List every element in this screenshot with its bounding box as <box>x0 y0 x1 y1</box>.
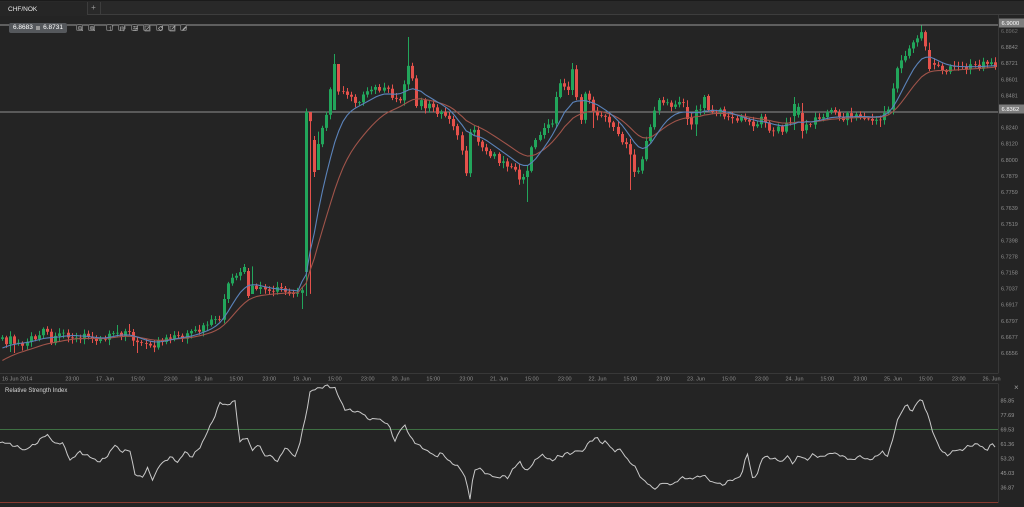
svg-text:Relative Strength Index: Relative Strength Index <box>5 388 67 394</box>
svg-text:26. Jun: 26. Jun <box>982 377 1000 383</box>
svg-text:15:00: 15:00 <box>722 377 736 383</box>
svg-text:18. Jun: 18. Jun <box>194 377 212 383</box>
svg-text:6.7398: 6.7398 <box>1001 238 1018 244</box>
svg-text:23:00: 23:00 <box>656 377 670 383</box>
svg-text:6.8362: 6.8362 <box>1002 107 1020 113</box>
svg-text:6.8842: 6.8842 <box>1001 45 1018 51</box>
svg-text:1: 1 <box>109 26 112 32</box>
svg-text:23:00: 23:00 <box>755 377 769 383</box>
svg-text:6.8962: 6.8962 <box>1001 29 1018 35</box>
svg-text:69.53: 69.53 <box>1001 428 1015 434</box>
svg-text:6.9000: 6.9000 <box>1002 21 1020 27</box>
svg-text:15:00: 15:00 <box>525 377 539 383</box>
svg-text:23:00: 23:00 <box>952 377 966 383</box>
svg-text:6.7278: 6.7278 <box>1001 254 1018 260</box>
svg-text:45.03: 45.03 <box>1001 471 1015 477</box>
svg-text:15:00: 15:00 <box>426 377 440 383</box>
svg-text:61.36: 61.36 <box>1001 442 1015 448</box>
svg-text:25. Jun: 25. Jun <box>884 377 902 383</box>
svg-text:19. Jun: 19. Jun <box>293 377 311 383</box>
svg-text:21. Jun: 21. Jun <box>490 377 508 383</box>
svg-text:6.7519: 6.7519 <box>1001 222 1018 228</box>
svg-text:6.7639: 6.7639 <box>1001 206 1018 212</box>
svg-text:23:00: 23:00 <box>262 377 276 383</box>
svg-text:6.8120: 6.8120 <box>1001 142 1018 148</box>
svg-text:36.87: 36.87 <box>1001 486 1015 492</box>
svg-text:24. Jun: 24. Jun <box>785 377 803 383</box>
svg-text:6.7158: 6.7158 <box>1001 271 1018 277</box>
svg-text:6.6797: 6.6797 <box>1001 319 1018 325</box>
svg-text:×: × <box>1014 383 1019 392</box>
svg-text:20. Jun: 20. Jun <box>391 377 409 383</box>
svg-text:23. Jun: 23. Jun <box>687 377 705 383</box>
svg-text:23:00: 23:00 <box>164 377 178 383</box>
svg-text:22. Jun: 22. Jun <box>588 377 606 383</box>
svg-text:6.6677: 6.6677 <box>1001 335 1018 341</box>
svg-text:6.7759: 6.7759 <box>1001 190 1018 196</box>
svg-text:15:00: 15:00 <box>229 377 243 383</box>
svg-text:6.8240: 6.8240 <box>1001 126 1018 132</box>
svg-text:17. Jun: 17. Jun <box>96 377 114 383</box>
svg-text:6.6917: 6.6917 <box>1001 303 1018 309</box>
svg-text:53.20: 53.20 <box>1001 456 1015 462</box>
svg-text:15:00: 15:00 <box>328 377 342 383</box>
svg-text:23:00: 23:00 <box>459 377 473 383</box>
svg-text:6.8601: 6.8601 <box>1001 77 1018 83</box>
svg-text:85.85: 85.85 <box>1001 398 1015 404</box>
svg-text:15:00: 15:00 <box>919 377 933 383</box>
svg-text:6.7879: 6.7879 <box>1001 174 1018 180</box>
svg-text:15:00: 15:00 <box>131 377 145 383</box>
svg-text:77.69: 77.69 <box>1001 413 1015 419</box>
svg-text:15:00: 15:00 <box>820 377 834 383</box>
svg-text:16 Jun 2014: 16 Jun 2014 <box>2 377 32 383</box>
svg-text:6.6556: 6.6556 <box>1001 351 1018 357</box>
svg-text:23:00: 23:00 <box>361 377 375 383</box>
svg-text:15:00: 15:00 <box>623 377 637 383</box>
svg-text:6.8000: 6.8000 <box>1001 158 1018 164</box>
svg-text:6.7037: 6.7037 <box>1001 287 1018 293</box>
svg-text:23:00: 23:00 <box>65 377 79 383</box>
svg-text:23:00: 23:00 <box>853 377 867 383</box>
svg-text:6.8481: 6.8481 <box>1001 93 1018 99</box>
svg-text:23:00: 23:00 <box>558 377 572 383</box>
svg-text:6.8721: 6.8721 <box>1001 61 1018 67</box>
